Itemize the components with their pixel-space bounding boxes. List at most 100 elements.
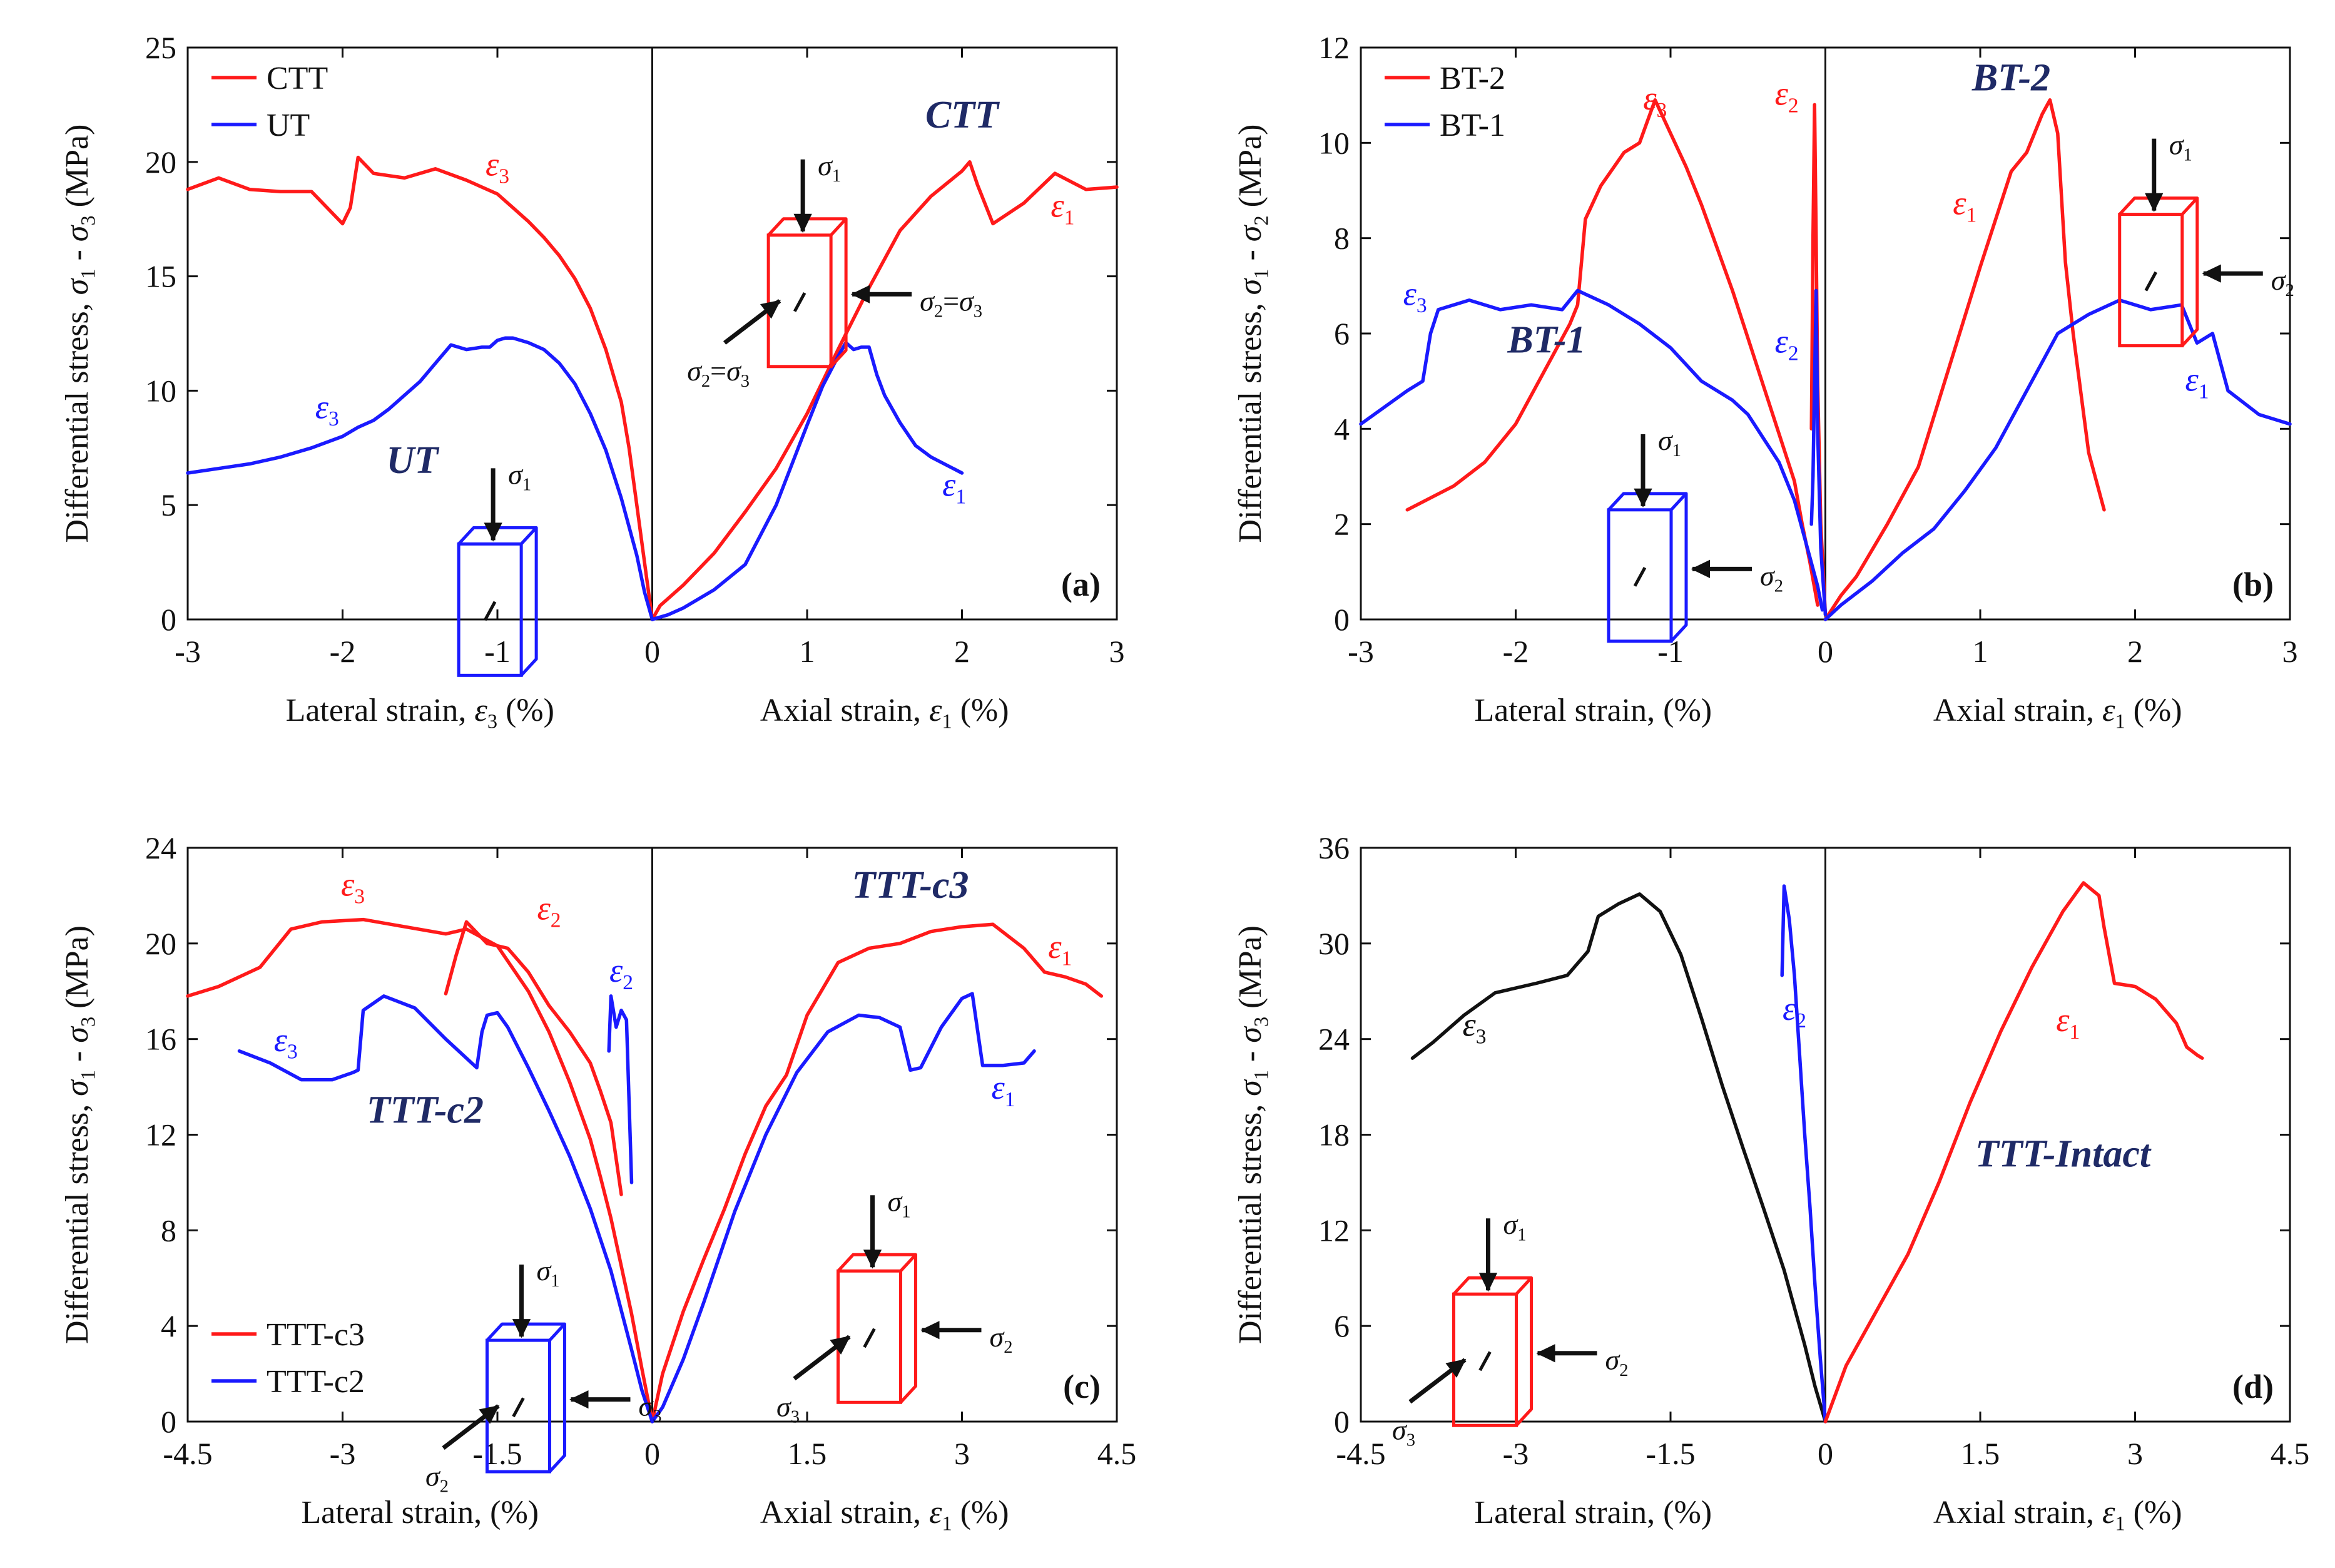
specimen-front-face: [2118, 213, 2184, 348]
series-line: [1405, 98, 1819, 607]
y-tick-label: 24: [145, 830, 176, 865]
strain-annotation: ε3: [486, 146, 509, 188]
stress-label: σ3: [639, 1390, 662, 1427]
x-tick-label: -3: [1348, 634, 1374, 669]
strain-annotation: ε1: [1048, 928, 1072, 970]
series-line: [1809, 288, 1828, 617]
x-tick-label: 0: [644, 634, 660, 669]
strain-annotation: ε3: [341, 865, 365, 908]
y-tick-label: 5: [161, 487, 176, 522]
x-tick-label: 3: [1109, 634, 1125, 669]
side-stress-arrow-head: [1691, 559, 1711, 578]
strain-annotation: ε2: [1783, 990, 1806, 1032]
depth-stress-arrow-head: [760, 300, 781, 319]
series-line: [1823, 881, 2204, 1423]
specimen-inset: σ1 σ3 σ2: [425, 1255, 661, 1496]
x-tick-label: -4.5: [163, 1436, 212, 1471]
x-tick-label: -1.5: [1646, 1436, 1695, 1471]
stress-label: σ3: [1392, 1413, 1415, 1450]
side-stress-arrow-head: [2202, 264, 2221, 283]
y-tick-label: 20: [145, 145, 176, 180]
specimen-inset: σ1 σ2=σ3 σ2=σ3: [687, 150, 982, 391]
y-tick-label: 24: [1318, 1022, 1350, 1057]
series-line: [1410, 892, 1828, 1423]
specimen-inset: σ1 σ2 σ3: [776, 1185, 1012, 1427]
x-tick-label: 1: [1973, 634, 1988, 669]
x-axis-label-axial: Axial strain, ε1 (%): [760, 1495, 1009, 1534]
series-line: [1823, 98, 2106, 621]
specimen-depth-edges: [2118, 196, 2199, 347]
specimen-front-face: [486, 1338, 551, 1474]
curve-annotation: TTT-c3: [852, 864, 969, 907]
strain-annotation: ε2: [537, 890, 561, 932]
curve-annotation: TTT-c2: [367, 1089, 484, 1131]
y-tick-label: 8: [161, 1213, 176, 1248]
specimen-depth-edges: [1607, 492, 1688, 643]
y-tick-label: 12: [1318, 30, 1350, 65]
x-axis-label-axial: Axial strain, ε1 (%): [760, 693, 1009, 732]
strain-annotation: ε3: [274, 1021, 298, 1064]
series-line: [186, 336, 654, 621]
y-tick-label: 12: [1318, 1213, 1350, 1248]
y-tick-label: 6: [1334, 1308, 1350, 1343]
specimen-depth-edges: [767, 217, 848, 368]
y-tick-label: 16: [145, 1022, 176, 1057]
y-tick-label: 30: [1318, 926, 1350, 961]
depth-stress-arrow-head: [1445, 1358, 1467, 1378]
strain-annotation: ε1: [991, 1069, 1015, 1111]
x-tick-label: 3: [954, 1436, 970, 1471]
strain-annotation: ε1: [1953, 185, 1976, 227]
x-tick-label: -2: [1503, 634, 1529, 669]
x-tick-label: 2: [2127, 634, 2143, 669]
y-tick-label: 0: [1334, 602, 1350, 637]
specimen-inset: σ1 σ2 σ3: [1392, 1208, 1628, 1450]
panel-a: -3 -2 -1 0 1 2 3 0 5 10 15 20 25 Differential stress,…: [59, 30, 1125, 732]
x-axis-label-lateral: Lateral strain, (%): [1474, 693, 1712, 728]
x-tick-label: -2: [330, 634, 356, 669]
x-tick-label: -3: [330, 1436, 356, 1471]
x-axis-label-axial: Axial strain, ε1 (%): [1933, 1495, 2182, 1534]
crack-mark: [483, 601, 497, 621]
specimen-depth-edges: [1452, 1276, 1533, 1427]
x-tick-label: -1.5: [472, 1436, 522, 1471]
side-stress-arrow-head: [920, 1321, 940, 1340]
specimen-front-face: [837, 1269, 902, 1404]
curve-annotation: CTT: [925, 94, 1000, 136]
side-stress-arrow-head: [1536, 1344, 1555, 1363]
y-tick-label: 6: [1334, 316, 1350, 351]
x-tick-label: 4.5: [1097, 1436, 1137, 1471]
legend-label: BT-1: [1440, 108, 1505, 143]
series-line: [1780, 884, 1828, 1423]
specimen-front-face: [1452, 1292, 1518, 1427]
series-line: [1359, 288, 1824, 612]
specimen-front-face: [766, 233, 833, 369]
series-line: [186, 155, 654, 621]
y-tick-label: 4: [1334, 411, 1350, 446]
strain-annotation: ε3: [1462, 1006, 1486, 1049]
specimen-inset: σ1 σ2: [2118, 129, 2294, 348]
panel-label: (c): [1063, 1368, 1101, 1405]
curve-annotation: TTT-Intact: [1975, 1133, 2152, 1175]
specimen-depth-edges: [837, 1253, 917, 1403]
stress-label: σ3: [776, 1390, 800, 1427]
depth-stress-arrow-head: [830, 1335, 851, 1355]
legend-label: CTT: [267, 61, 328, 96]
panel-label: (d): [2232, 1368, 2274, 1405]
x-tick-label: 1.5: [1961, 1436, 2000, 1471]
crack-mark: [2144, 271, 2157, 292]
strain-annotation: ε1: [2056, 1001, 2080, 1044]
sigma1-arrow-head: [2145, 193, 2164, 212]
stress-label: σ2: [1605, 1344, 1629, 1380]
y-axis-label: Differential stress, σ1 - σ3 (MPa): [59, 125, 99, 543]
y-tick-label: 12: [145, 1117, 176, 1153]
y-tick-label: 4: [161, 1308, 176, 1343]
x-tick-label: -4.5: [1336, 1436, 1385, 1471]
curve-annotation: UT: [387, 439, 440, 482]
sigma1-arrow-head: [484, 522, 502, 542]
side-stress-arrow-head: [850, 285, 870, 303]
stress-label: σ1: [888, 1185, 911, 1221]
specimen-inset: σ1 σ2: [1607, 424, 1783, 643]
y-tick-label: 2: [1334, 507, 1350, 542]
series-line: [607, 994, 634, 1184]
x-tick-label: 4.5: [2271, 1436, 2310, 1471]
